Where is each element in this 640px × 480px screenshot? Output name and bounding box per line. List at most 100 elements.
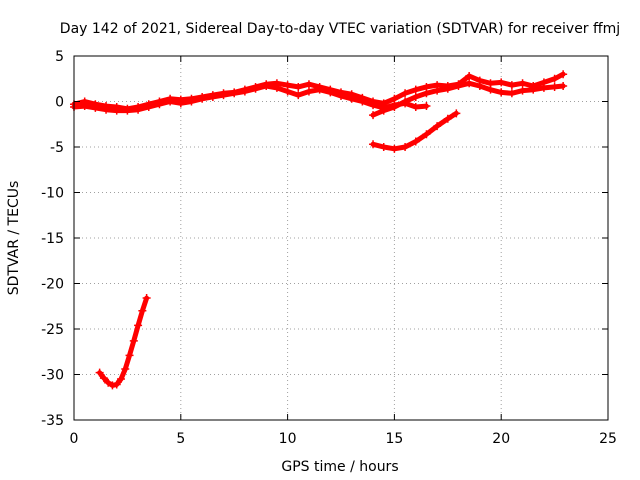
data-point [454,82,463,91]
data-point [272,83,281,92]
data-point [443,84,452,93]
data-point [240,87,249,96]
data-point [390,102,399,111]
data-point [304,87,313,96]
x-tick-label: 10 [279,431,297,447]
data-point [369,111,378,120]
data-point [219,91,228,100]
data-point [559,82,568,91]
data-points [70,70,568,390]
data-series-line [370,80,566,118]
data-point [262,82,271,91]
y-tick-label: -10 [41,186,64,202]
data-point [230,89,239,98]
data-point [559,70,568,79]
grid [74,56,608,420]
data-point [304,80,313,89]
data-point [347,94,356,103]
data-point [411,137,420,146]
data-point [550,82,559,91]
data-point [422,89,431,98]
data-point [379,106,388,115]
y-tick-label: -35 [41,413,64,429]
x-tick-label: 25 [599,431,617,447]
data-point [422,130,431,139]
data-point [379,143,388,151]
y-axis-label: SDTVAR / TECUs [6,181,22,296]
data-point [507,81,516,90]
data-point [125,351,134,360]
data-point [121,365,130,374]
data-point [475,82,484,91]
data-point [134,105,143,114]
data-point [198,94,207,103]
data-point [465,79,474,88]
data-point [465,72,474,81]
x-tick-label: 15 [385,431,403,447]
data-point [422,102,431,111]
data-point [411,92,420,101]
data-point [91,103,100,112]
x-tick-label: 0 [70,431,79,447]
data-point [116,375,125,384]
y-tick-label: -30 [41,368,64,384]
data-point [390,144,399,153]
data-point [507,89,516,98]
data-point [80,102,89,111]
data-point [102,105,111,114]
data-point [358,97,367,106]
data-point [251,84,260,93]
data-point [155,100,164,109]
data-point [518,79,527,88]
data-point [104,378,113,387]
data-point [369,101,378,110]
y-tick-label: -20 [41,277,64,293]
data-point [411,85,420,94]
y-tick-label: 5 [55,49,64,65]
data-point [486,85,495,94]
data-point [401,89,410,98]
data-point [294,91,303,100]
data-point [283,87,292,96]
chart-title: Day 142 of 2021, Sidereal Day-to-day VTE… [60,21,620,37]
data-point [138,306,147,315]
data-point [369,140,378,149]
x-tick-label: 5 [176,431,185,447]
data-point [337,92,345,101]
data-point [166,97,175,106]
y-tick-label: -15 [41,231,64,247]
data-point [497,88,506,97]
data-point [550,74,559,83]
data-point [99,374,108,383]
x-axis-label: GPS time / hours [281,459,398,475]
data-point [433,86,442,95]
data-point [142,294,151,303]
y-tick-label: -5 [50,140,64,156]
data-point [401,143,410,151]
data-point [401,97,410,106]
data-point [529,85,538,94]
data-point [112,106,121,115]
data-point [187,97,196,106]
data-point [134,321,143,330]
data-point [112,380,121,389]
data-point [411,102,420,111]
data-point [208,92,217,101]
data-point [108,381,117,390]
data-series-line [71,83,429,114]
data-point [95,368,104,377]
data-point [144,102,153,111]
data-point [326,88,335,97]
data-point [294,82,303,91]
data-point [497,78,506,87]
data-point [129,336,138,345]
data-point [518,86,527,95]
data-point [176,99,185,108]
data-point [452,109,461,118]
x-tick-label: 20 [492,431,510,447]
y-tick-label: 0 [55,95,64,111]
data-point [443,114,452,123]
data-point [315,85,324,94]
data-point [539,83,548,92]
